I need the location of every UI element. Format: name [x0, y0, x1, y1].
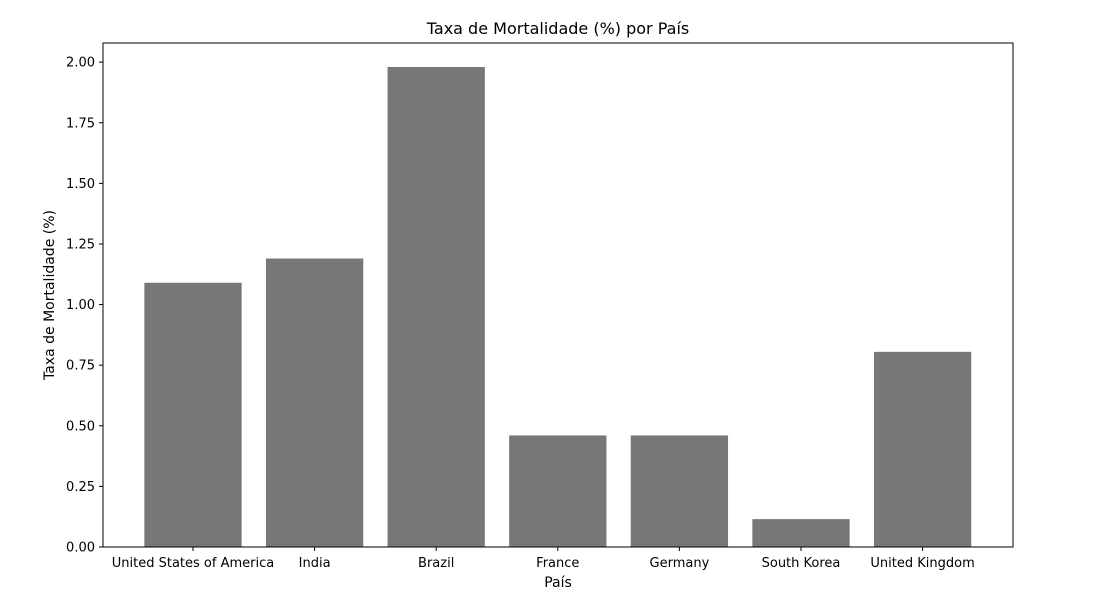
bar-germany: [630, 435, 729, 547]
x-axis-ticks: United States of America India Brazil Franc…: [112, 547, 975, 571]
bar-united-states-of-america: [144, 282, 242, 547]
x-tick-label: Germany: [650, 556, 710, 571]
y-tick-label: 1.50: [66, 177, 95, 192]
chart-title: Taxa de Mortalidade (%) por País: [426, 19, 689, 38]
bar-india: [265, 258, 364, 547]
x-tick-label: India: [299, 556, 331, 571]
bar-south-korea: [752, 519, 850, 547]
y-tick-label: 2.00: [66, 56, 95, 71]
y-tick-label: 1.25: [66, 237, 95, 252]
x-tick-label: Brazil: [418, 556, 454, 571]
x-tick-label: France: [536, 556, 579, 571]
bars-layer: [144, 67, 972, 547]
x-tick-label: United States of America: [112, 556, 274, 571]
y-tick-label: 1.75: [66, 116, 95, 131]
y-tick-label: 0.50: [66, 419, 95, 434]
bar-united-kingdom: [873, 351, 972, 547]
y-axis-label: Taxa de Mortalidade (%): [42, 210, 58, 381]
plot-frame: [102, 42, 1014, 548]
bar-brazil: [387, 67, 485, 547]
bar-france: [509, 435, 607, 547]
x-tick-label: South Korea: [762, 556, 841, 571]
y-axis-ticks: 0.00 0.25 0.50 0.75 1.00 1.25 1.50 1.75 2.00: [66, 56, 103, 556]
x-tick-label: United Kingdom: [870, 556, 974, 571]
y-tick-label: 0.00: [66, 541, 95, 556]
y-tick-label: 1.00: [66, 298, 95, 313]
y-tick-label: 0.75: [66, 359, 95, 374]
y-tick-label: 0.25: [66, 480, 95, 495]
x-axis-label: País: [544, 575, 572, 591]
